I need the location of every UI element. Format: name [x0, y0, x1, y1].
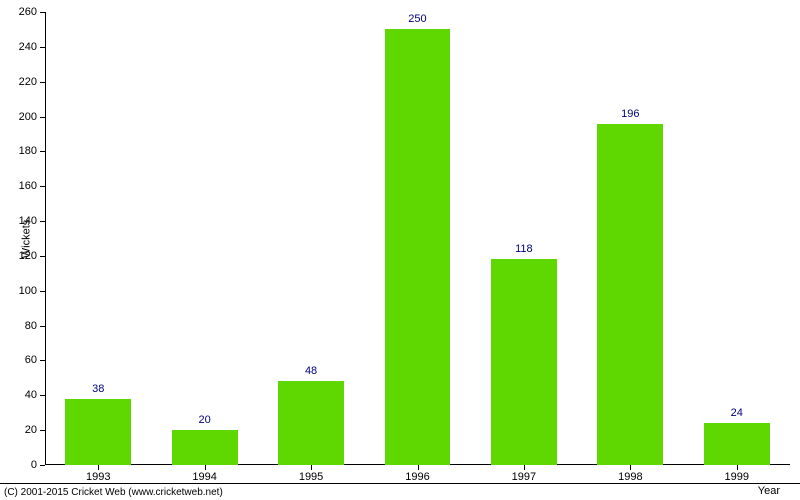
y-tick-label: 100 [19, 285, 37, 297]
copyright-text: (C) 2001-2015 Cricket Web (www.cricketwe… [4, 487, 223, 498]
y-tick [40, 47, 45, 48]
y-tick [40, 465, 45, 466]
bar: 196 [597, 124, 663, 465]
plot-area: Wickets Year 020406080100120140160180200… [45, 12, 790, 465]
x-tick-label: 1999 [725, 471, 749, 483]
chart-container: Wickets Year 020406080100120140160180200… [45, 12, 790, 465]
x-tick-label: 1994 [192, 471, 216, 483]
bar-value-label: 196 [621, 108, 639, 120]
y-tick-label: 20 [25, 424, 37, 436]
bar: 250 [385, 29, 451, 465]
y-axis-line [45, 12, 46, 465]
copyright-divider [0, 483, 800, 484]
bar-value-label: 250 [408, 13, 426, 25]
x-tick [98, 465, 99, 470]
bar-value-label: 48 [305, 365, 317, 377]
y-tick [40, 151, 45, 152]
y-tick [40, 186, 45, 187]
y-tick-label: 180 [19, 145, 37, 157]
x-axis-title: Year [758, 485, 780, 497]
y-tick [40, 291, 45, 292]
bar: 118 [491, 259, 557, 465]
x-tick-label: 1995 [299, 471, 323, 483]
x-tick [418, 465, 419, 470]
y-tick-label: 80 [25, 320, 37, 332]
y-tick-label: 220 [19, 76, 37, 88]
bar-value-label: 24 [731, 407, 743, 419]
y-tick-label: 240 [19, 41, 37, 53]
bar: 20 [172, 430, 238, 465]
y-tick [40, 117, 45, 118]
x-tick-label: 1996 [405, 471, 429, 483]
bar-value-label: 20 [199, 414, 211, 426]
x-tick-label: 1993 [86, 471, 110, 483]
x-tick [311, 465, 312, 470]
y-tick-label: 260 [19, 6, 37, 18]
y-tick [40, 12, 45, 13]
bar: 24 [704, 423, 770, 465]
y-tick [40, 82, 45, 83]
y-tick-label: 40 [25, 389, 37, 401]
bar-value-label: 118 [515, 243, 533, 255]
y-tick-label: 60 [25, 354, 37, 366]
x-tick-label: 1997 [512, 471, 536, 483]
y-tick [40, 360, 45, 361]
x-tick [524, 465, 525, 470]
bar: 48 [278, 381, 344, 465]
y-tick-label: 0 [31, 459, 37, 471]
y-tick [40, 326, 45, 327]
x-tick-label: 1998 [618, 471, 642, 483]
y-tick-label: 200 [19, 111, 37, 123]
y-tick [40, 430, 45, 431]
x-tick [737, 465, 738, 470]
bar-value-label: 38 [92, 383, 104, 395]
x-tick [630, 465, 631, 470]
bar: 38 [65, 399, 131, 465]
y-tick-label: 160 [19, 180, 37, 192]
y-tick [40, 395, 45, 396]
y-tick-label: 120 [19, 250, 37, 262]
x-tick [205, 465, 206, 470]
y-tick [40, 221, 45, 222]
y-tick-label: 140 [19, 215, 37, 227]
y-tick [40, 256, 45, 257]
